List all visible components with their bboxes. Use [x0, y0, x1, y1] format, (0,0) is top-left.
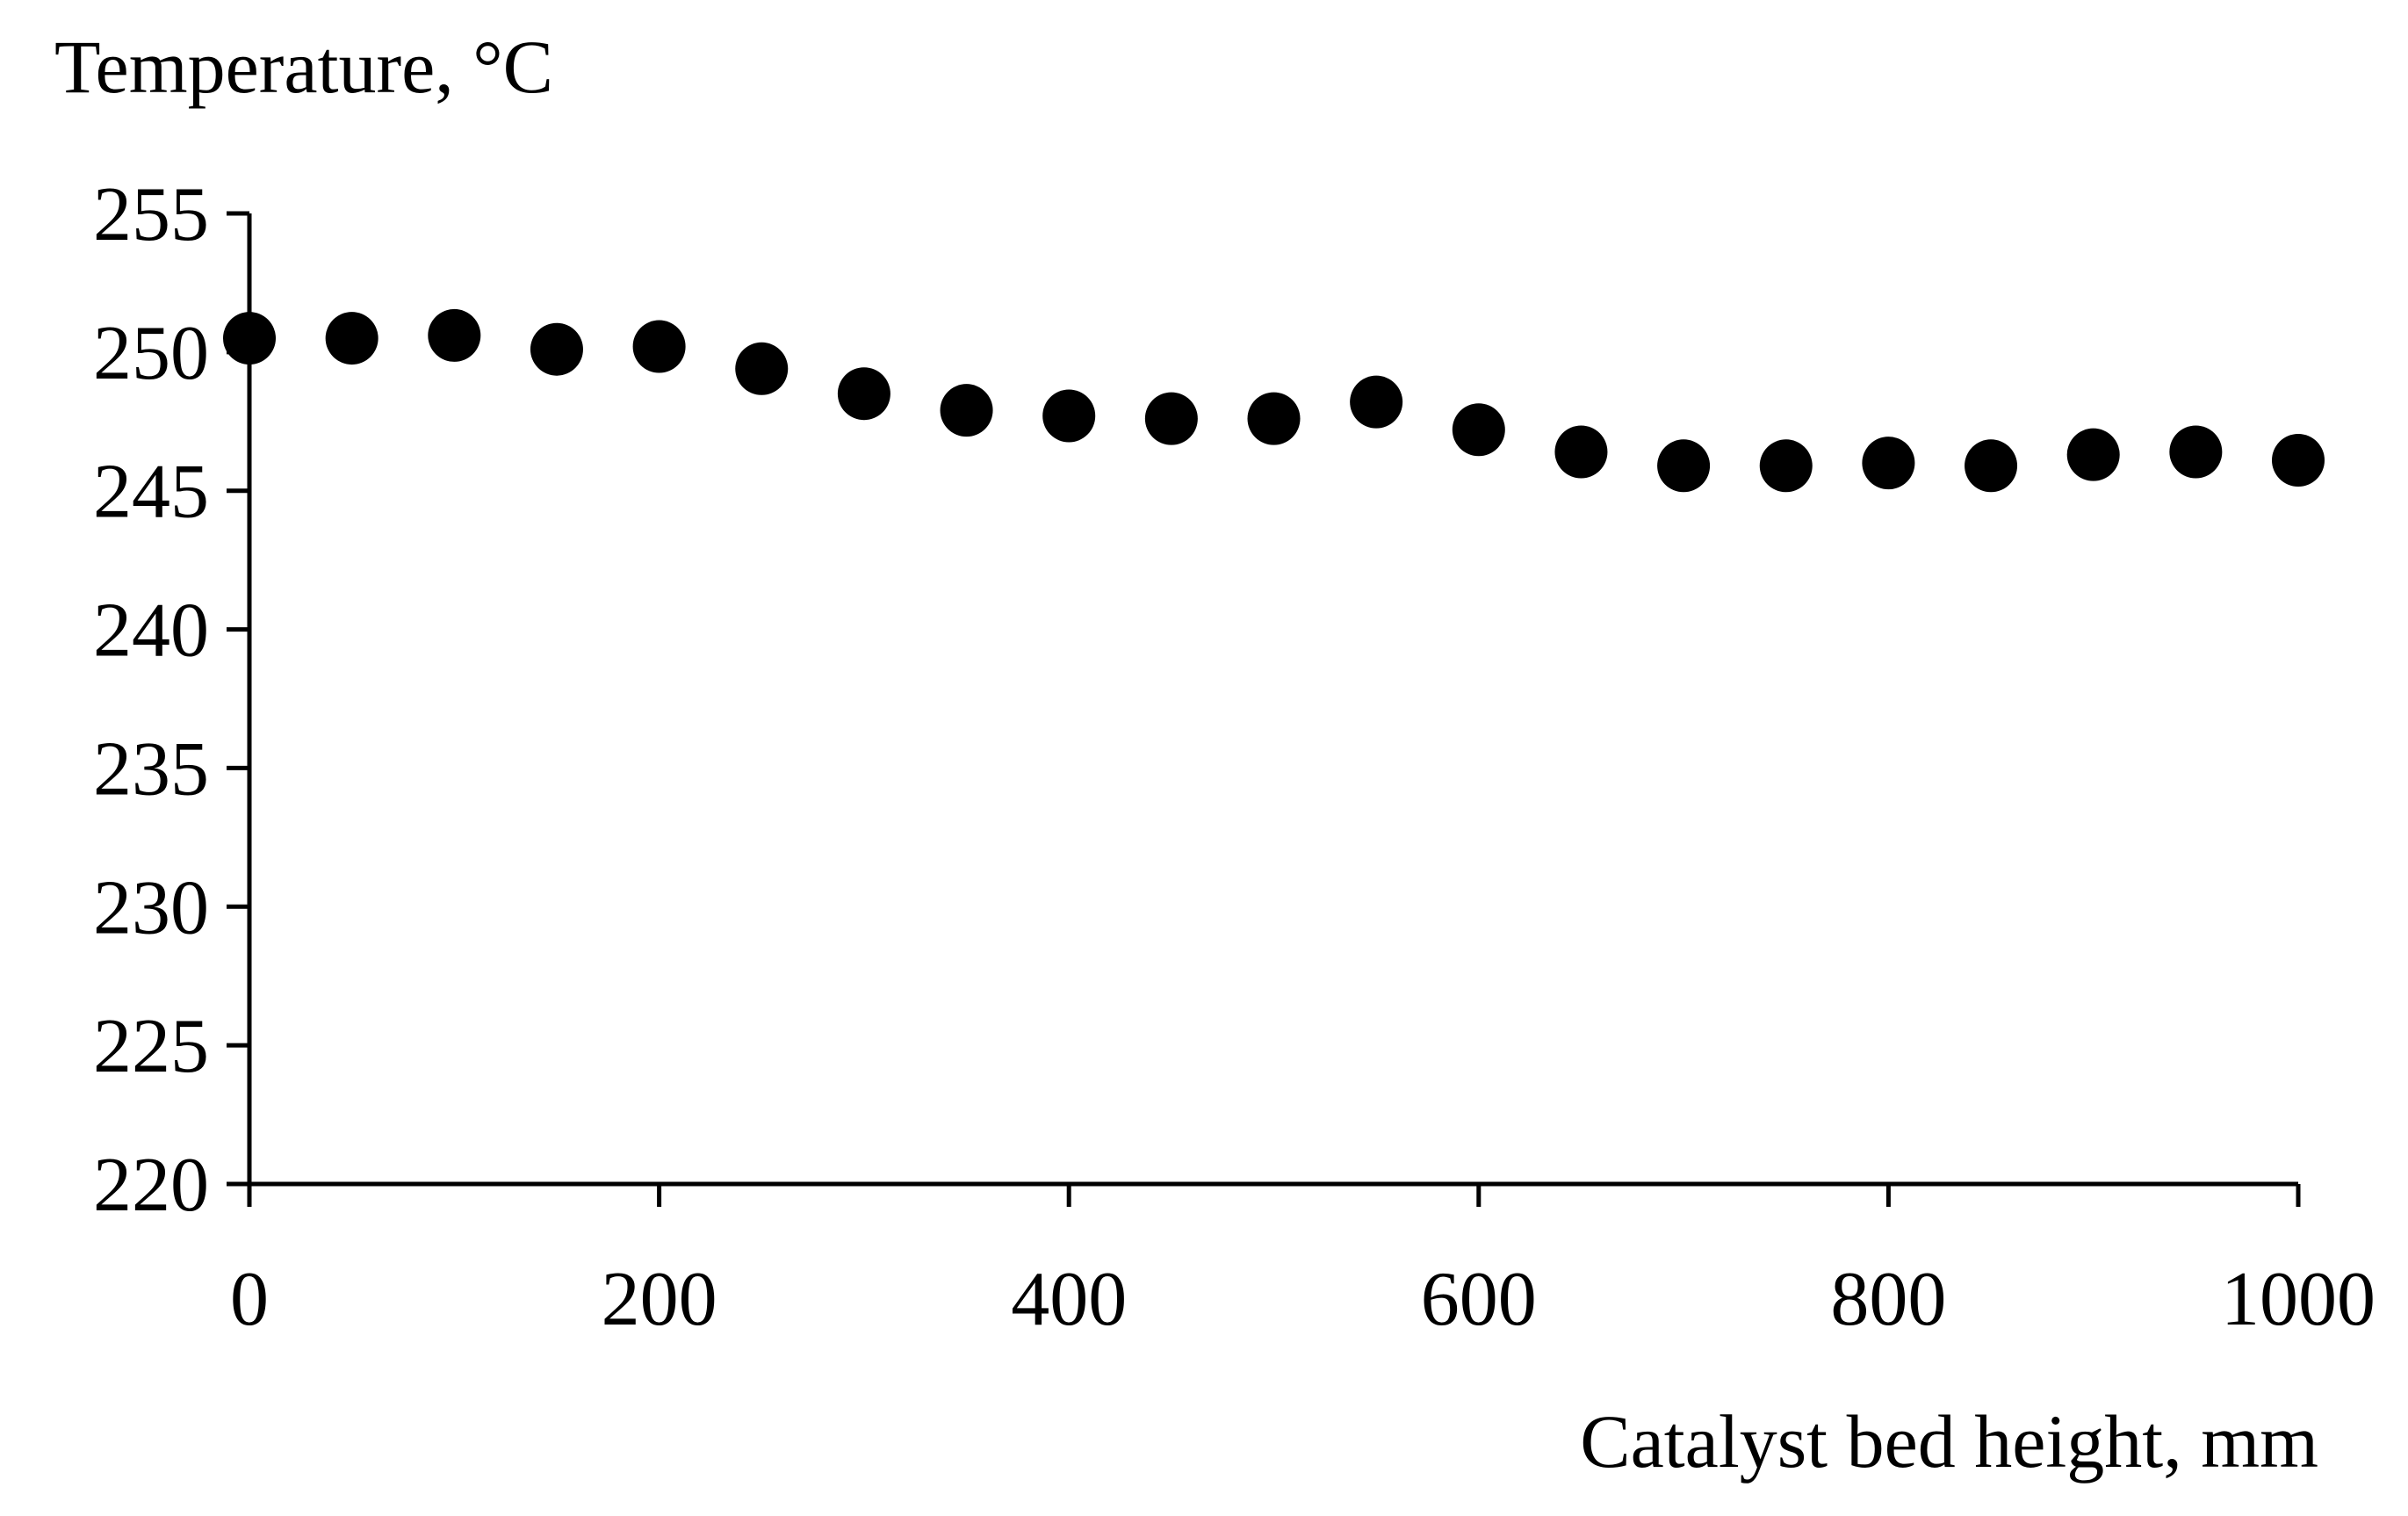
data-point [837, 367, 890, 421]
x-tick-label: 600 [1421, 1257, 1537, 1342]
data-point [428, 308, 481, 362]
y-tick-label: 255 [93, 172, 209, 257]
data-point [2066, 428, 2120, 481]
data-point [1657, 439, 1711, 493]
data-point [1452, 403, 1505, 457]
y-tick-label: 230 [93, 865, 209, 950]
data-point [1144, 392, 1198, 445]
data-point [2169, 425, 2223, 479]
data-point [632, 320, 686, 373]
x-tick-label: 200 [602, 1257, 717, 1342]
y-tick-label: 240 [93, 588, 209, 674]
x-tick-label: 800 [1830, 1257, 1946, 1342]
y-tick-label: 250 [93, 311, 209, 396]
data-point [1554, 425, 1608, 479]
data-point [325, 312, 379, 365]
x-axis-label: Catalyst bed height, mm [1580, 1399, 2318, 1484]
y-axis-ticks: 220 225 230 235 240 245 250 255 [93, 172, 249, 1228]
data-point [530, 322, 583, 376]
y-tick-label: 245 [93, 450, 209, 535]
x-tick-label: 1000 [2221, 1257, 2376, 1342]
x-tick-label: 400 [1011, 1257, 1127, 1342]
data-point [1965, 439, 2018, 493]
data-point [1759, 439, 1813, 493]
x-axis-ticks: 0 200 400 600 800 1000 [230, 1184, 2376, 1342]
y-axis-label: Temperature, °C [54, 25, 553, 109]
y-tick-label: 225 [93, 1004, 209, 1089]
data-point [1247, 392, 1301, 445]
data-point [1350, 375, 1403, 429]
data-point [1042, 389, 1096, 443]
x-tick-label: 0 [230, 1257, 269, 1342]
data-point [735, 342, 789, 395]
data-points [223, 308, 2325, 493]
data-point [1862, 437, 1915, 490]
data-point [223, 312, 276, 365]
data-point [940, 384, 993, 437]
y-tick-label: 235 [93, 726, 209, 812]
y-tick-label: 220 [93, 1143, 209, 1228]
data-point [2272, 433, 2325, 487]
